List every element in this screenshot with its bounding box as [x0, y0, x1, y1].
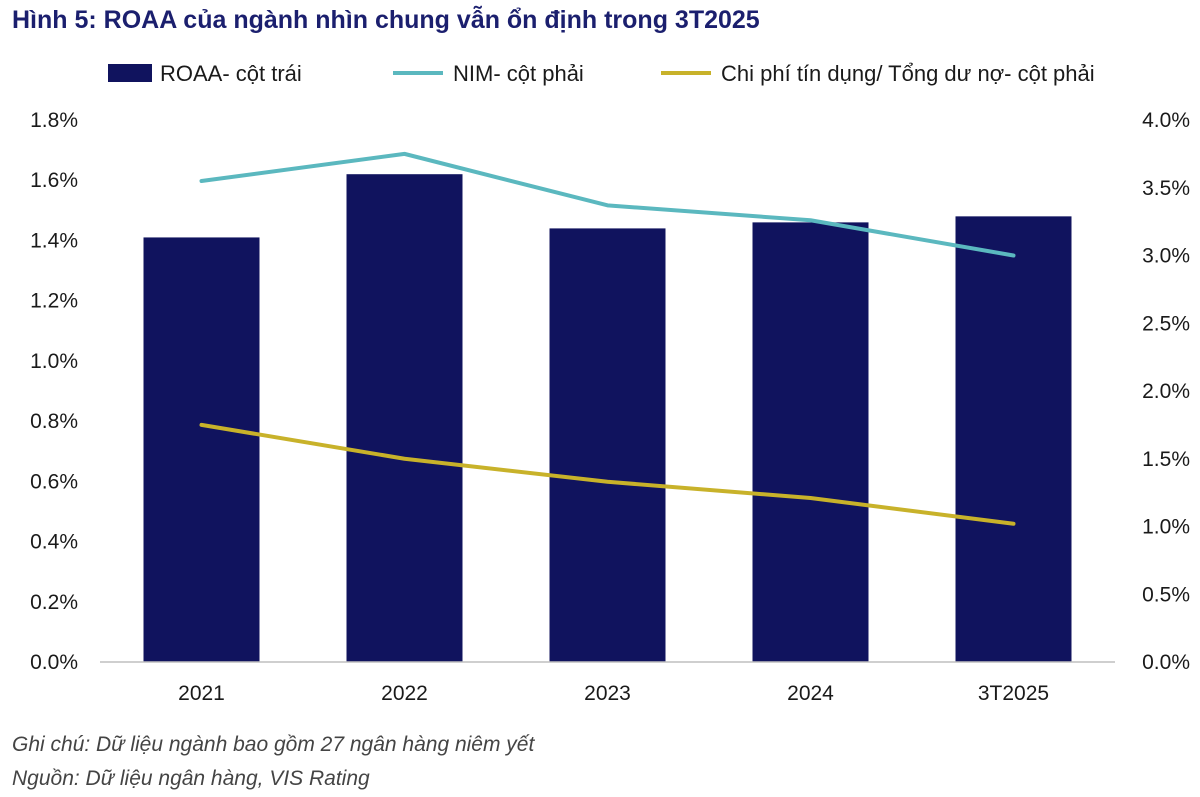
- roaa-bar: [346, 174, 463, 662]
- x-tick-label: 2023: [584, 682, 631, 705]
- x-tick-label: 2024: [787, 682, 834, 705]
- legend-label-credit-cost: Chi phí tín dụng/ Tổng dư nợ- cột phải: [721, 61, 1095, 86]
- chart-title: Hình 5: ROAA của ngành nhìn chung vẫn ổn…: [12, 6, 760, 34]
- right-tick-label: 1.5%: [1142, 448, 1190, 471]
- left-tick-label: 0.0%: [30, 651, 78, 674]
- right-tick-label: 3.5%: [1142, 177, 1190, 200]
- source-text: Nguồn: Dữ liệu ngân hàng, VIS Rating: [12, 767, 370, 790]
- left-tick-label: 0.2%: [30, 591, 78, 614]
- x-tick-label: 2021: [178, 682, 225, 705]
- right-tick-label: 3.0%: [1142, 245, 1190, 268]
- left-tick-label: 1.8%: [30, 109, 78, 132]
- right-tick-label: 1.0%: [1142, 516, 1190, 539]
- right-tick-label: 2.0%: [1142, 380, 1190, 403]
- left-tick-label: 1.2%: [30, 290, 78, 313]
- left-tick-label: 0.8%: [30, 410, 78, 433]
- x-tick-label: 2022: [381, 682, 428, 705]
- legend-label-roaa: ROAA- cột trái: [160, 61, 302, 86]
- right-tick-label: 4.0%: [1142, 109, 1190, 132]
- bar-series: [143, 174, 1072, 662]
- note-text: Ghi chú: Dữ liệu ngành bao gồm 27 ngân h…: [12, 733, 535, 756]
- credit-cost-line: [199, 422, 1016, 526]
- nim-line: [199, 151, 1016, 258]
- left-tick-label: 0.6%: [30, 470, 78, 493]
- right-axis: 0.0% 0.5% 1.0% 1.5% 2.0% 2.5% 3.0% 3.5% 4.0%: [1142, 109, 1190, 674]
- right-tick-label: 0.0%: [1142, 651, 1190, 674]
- left-tick-label: 1.4%: [30, 229, 78, 252]
- roaa-bar: [549, 228, 666, 662]
- left-tick-label: 1.0%: [30, 350, 78, 373]
- legend-label-nim: NIM- cột phải: [453, 61, 584, 86]
- left-axis: 0.0% 0.2% 0.4% 0.6% 0.8% 1.0% 1.2% 1.4% 1.6% 1.8%: [30, 109, 78, 674]
- x-axis: 2021 2022 2023 2024 3T2025: [178, 682, 1049, 705]
- roaa-bar: [143, 237, 260, 662]
- right-tick-label: 0.5%: [1142, 583, 1190, 606]
- left-tick-label: 1.6%: [30, 169, 78, 192]
- legend-swatch-roaa: [108, 64, 152, 82]
- legend: ROAA- cột trái NIM- cột phải Chi phí tín d…: [108, 61, 1095, 86]
- roaa-bar: [752, 222, 869, 662]
- roaa-bar: [955, 216, 1072, 662]
- x-tick-label: 3T2025: [978, 682, 1049, 705]
- left-tick-label: 0.4%: [30, 531, 78, 554]
- right-tick-label: 2.5%: [1142, 312, 1190, 335]
- line-series: [199, 151, 1016, 526]
